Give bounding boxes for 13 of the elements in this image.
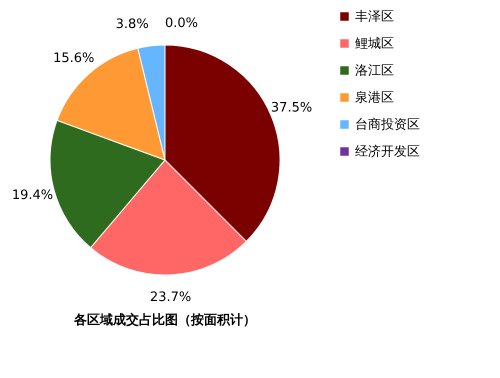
legend-label: 经济开发区 (355, 144, 420, 160)
legend-label: 丰泽区 (355, 10, 394, 24)
data-label: 37.5% (270, 100, 312, 116)
data-label: 19.4% (12, 188, 54, 203)
text: 各区域成交占比图（按面积计） (73, 312, 256, 328)
legend-label: 洛江区 (355, 64, 394, 78)
legend-label: 泉港区 (355, 90, 394, 106)
data-label: 23.7% (150, 290, 192, 305)
data-label: 15.6% (53, 50, 94, 66)
text: 0.0% (165, 16, 198, 31)
legend-label: 台商投资区 (355, 118, 420, 132)
data-label: 3.8% (116, 16, 149, 32)
legend-label: 鲤城区 (355, 36, 394, 52)
